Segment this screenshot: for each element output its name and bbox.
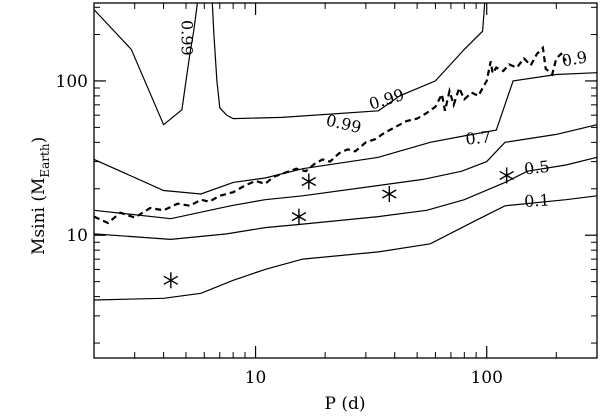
contour-label-6: 0.1 bbox=[524, 191, 550, 211]
asterisk-point-0 bbox=[163, 272, 179, 289]
y-axis-label: Msini (MEarth) bbox=[29, 137, 52, 255]
contour-labels: 0.990.990.990.90.70.50.1 bbox=[177, 20, 588, 211]
y-tick-label-1: 100 bbox=[56, 72, 88, 92]
contour-lines bbox=[93, 2, 598, 301]
x-tick-label-0: 10 bbox=[245, 368, 267, 388]
contour-line-4 bbox=[93, 2, 198, 126]
plot-frame bbox=[93, 2, 598, 359]
axis-ticks: 10 100 10 100 bbox=[56, 3, 598, 388]
y-tick-label-0: 10 bbox=[66, 226, 88, 246]
y-axis-label-main: Msini (M bbox=[29, 178, 49, 255]
contour-label-4: 0.7 bbox=[465, 127, 492, 148]
contour-line-1 bbox=[93, 156, 598, 241]
contour-line-5 bbox=[211, 2, 486, 120]
contour-line-2 bbox=[93, 124, 598, 220]
contour-label-3: 0.9 bbox=[560, 47, 588, 70]
x-tick-label-1: 100 bbox=[470, 368, 502, 388]
contour-label-5: 0.5 bbox=[523, 157, 551, 179]
contour-line-0 bbox=[93, 195, 598, 301]
contour-label-1: 0.99 bbox=[367, 85, 407, 114]
asterisk-point-4 bbox=[499, 167, 514, 184]
y-axis-label-close: ) bbox=[29, 137, 49, 144]
contour-label-2: 0.99 bbox=[324, 110, 363, 137]
contour-line-3 bbox=[93, 72, 598, 195]
asterisk-point-1 bbox=[291, 208, 307, 225]
asterisk-point-3 bbox=[382, 185, 397, 202]
y-axis-label-sub: Earth bbox=[38, 143, 52, 177]
dashed-contour-line bbox=[93, 45, 567, 225]
contour-label-0: 0.99 bbox=[177, 20, 196, 56]
dashed-series bbox=[93, 45, 567, 225]
asterisk-points bbox=[163, 167, 514, 289]
x-axis-label: P (d) bbox=[325, 394, 366, 414]
asterisk-point-2 bbox=[301, 173, 317, 190]
